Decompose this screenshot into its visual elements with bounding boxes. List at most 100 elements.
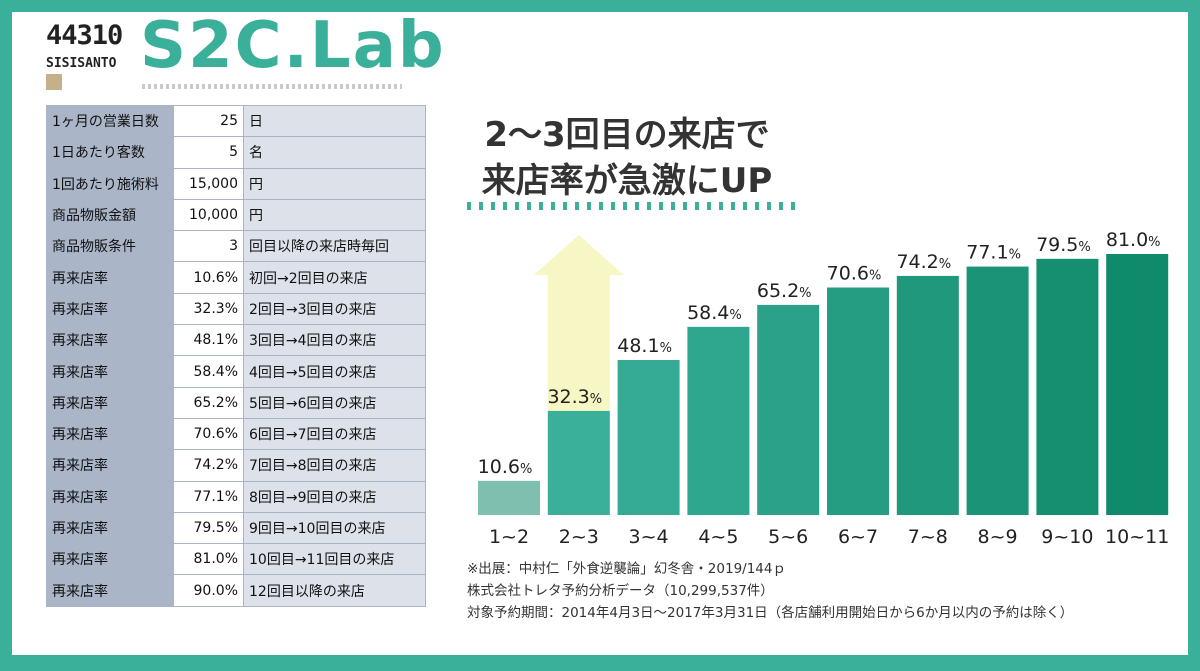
logo-decoration: [142, 84, 402, 89]
row-value: 32.3%: [173, 292, 244, 326]
row-value: 65.2%: [173, 386, 244, 419]
row-value: 48.1%: [173, 324, 244, 357]
data-label: 77.1%: [966, 242, 1021, 264]
data-label: 10.6%: [478, 456, 533, 478]
table-row: 1回あたり施術料 15,000 円: [46, 167, 426, 200]
data-label: 79.5%: [1036, 234, 1091, 256]
bar-3~4: [617, 360, 680, 515]
row-unit: 2回目→3回目の来店: [243, 292, 426, 326]
data-label-unit: %: [799, 286, 811, 301]
row-label: 1ヶ月の営業日数: [46, 104, 174, 138]
row-unit: 9回目→10回目の来店: [243, 511, 426, 545]
row-value: 25: [173, 104, 244, 138]
table-row: 1ヶ月の営業日数 25 日: [46, 104, 426, 138]
table-row: 再来店率 70.6% 6回目→7回目の来店: [46, 417, 426, 451]
bar-4~5: [687, 326, 750, 515]
row-value: 79.5%: [173, 511, 244, 545]
row-value: 5: [173, 136, 244, 169]
row-unit: 円: [243, 167, 426, 200]
data-label-unit: %: [1009, 248, 1021, 263]
row-label: 再来店率: [46, 480, 174, 513]
table-row: 再来店率 90.0% 12回目以降の来店: [46, 574, 426, 607]
x-tick-label: 10~11: [1105, 526, 1169, 548]
headline-line-2: 来店率が急激にUP: [481, 161, 773, 201]
data-label-unit: %: [1148, 235, 1160, 250]
row-label: 再来店率: [46, 449, 174, 482]
logo-number: 44310: [46, 20, 123, 51]
brand-logo: S2C.Lab: [140, 9, 446, 83]
data-label: 70.6%: [827, 263, 882, 285]
row-unit: 4回目→5回目の来店: [243, 355, 426, 388]
row-value: 77.1%: [173, 480, 244, 513]
data-label: 74.2%: [896, 251, 951, 273]
row-label: 商品物販条件: [46, 230, 174, 263]
table-row: 再来店率 32.3% 2回目→3回目の来店: [46, 292, 426, 326]
table-row: 再来店率 65.2% 5回目→6回目の来店: [46, 386, 426, 419]
row-label: 1回あたり施術料: [46, 167, 174, 200]
bar-7~8: [896, 275, 959, 515]
row-value: 90.0%: [173, 574, 244, 607]
row-label: 1日あたり客数: [46, 136, 174, 169]
x-tick-label: 3~4: [629, 526, 669, 548]
row-label: 再来店率: [46, 324, 174, 357]
table-row: 商品物販条件 3 回目以降の来店時毎回: [46, 230, 426, 263]
row-label: 再来店率: [46, 511, 174, 545]
row-value: 74.2%: [173, 449, 244, 482]
row-label: 商品物販金額: [46, 198, 174, 232]
row-label: 再来店率: [46, 543, 174, 576]
data-label-unit: %: [1078, 240, 1090, 255]
data-label: 81.0%: [1106, 229, 1161, 251]
row-unit: 8回目→9回目の来店: [243, 480, 426, 513]
table-row: 再来店率 58.4% 4回目→5回目の来店: [46, 355, 426, 388]
data-label: 58.4%: [687, 302, 742, 324]
table-row: 再来店率 81.0% 10回目→11回目の来店: [46, 543, 426, 576]
infographic-card: 44310 SISISANTO S2C.Lab 1ヶ月の営業日数 25 日 1日あたり…: [12, 9, 1188, 655]
row-unit: 10回目→11回目の来店: [243, 543, 426, 576]
bar-9~10: [1036, 258, 1099, 515]
row-value: 58.4%: [173, 355, 244, 388]
headline: 2〜3回目の来店で 来店率が急激にUP: [452, 112, 802, 204]
row-value: 15,000: [173, 167, 244, 200]
x-tick-label: 1~2: [489, 526, 529, 548]
headline-divider: [467, 202, 797, 210]
source-note: ※出展：中村仁「外食逆襲論」幻冬舎・2019/144ｐ 株式会社トレタ予約分析デ…: [467, 558, 1073, 624]
bar-8~9: [966, 266, 1029, 515]
x-tick-label: 8~9: [978, 526, 1018, 548]
headline-line-1: 2〜3回目の来店で: [484, 115, 770, 155]
row-unit: 5回目→6回目の来店: [243, 386, 426, 419]
x-tick-label: 9~10: [1041, 526, 1093, 548]
revisit-rate-bar-chart: 10.6% 1~2 32.3% 2~3 48.1% 3~4 58.4% 4~5 65.2% 5~6…: [478, 229, 1170, 548]
data-label: 32.3%: [547, 386, 602, 408]
row-unit: 名: [243, 136, 426, 169]
row-value: 10,000: [173, 198, 244, 232]
data-label-unit: %: [939, 257, 951, 272]
table-row: 再来店率 77.1% 8回目→9回目の来店: [46, 480, 426, 513]
x-tick-label: 6~7: [838, 526, 878, 548]
row-label: 再来店率: [46, 574, 174, 607]
source-line-2: 株式会社トレタ予約分析データ（10,299,537件）: [467, 583, 774, 599]
row-label: 再来店率: [46, 355, 174, 388]
bar-5~6: [757, 304, 820, 515]
x-tick-label: 4~5: [698, 526, 738, 548]
row-label: 再来店率: [46, 261, 174, 294]
row-unit: 6回目→7回目の来店: [243, 417, 426, 451]
data-label-unit: %: [869, 269, 881, 284]
data-label-unit: %: [590, 392, 602, 407]
data-label-unit: %: [729, 308, 741, 323]
row-unit: 初回→2回目の来店: [243, 261, 426, 294]
row-value: 81.0%: [173, 543, 244, 576]
row-label: 再来店率: [46, 386, 174, 419]
simulation-table: 1ヶ月の営業日数 25 日 1日あたり客数 5 名 1回あたり施術料 15,000 円商品物販金…: [46, 104, 426, 607]
table-row: 再来店率 10.6% 初回→2回目の来店: [46, 261, 426, 294]
bar-2~3: [547, 410, 610, 515]
row-value: 70.6%: [173, 417, 244, 451]
source-line-1: ※出展：中村仁「外食逆襲論」幻冬舎・2019/144ｐ: [467, 561, 786, 577]
row-value: 3: [173, 230, 244, 263]
row-unit: 日: [243, 104, 426, 138]
row-label: 再来店率: [46, 417, 174, 451]
source-line-3: 対象予約期間：2014年4月3日〜2017年3月31日（各店舗利用開始日から6か…: [467, 605, 1074, 621]
row-value: 10.6%: [173, 261, 244, 294]
data-label: 48.1%: [617, 335, 672, 357]
data-label-unit: %: [520, 462, 532, 477]
table-row: 商品物販金額 10,000 円: [46, 198, 426, 232]
